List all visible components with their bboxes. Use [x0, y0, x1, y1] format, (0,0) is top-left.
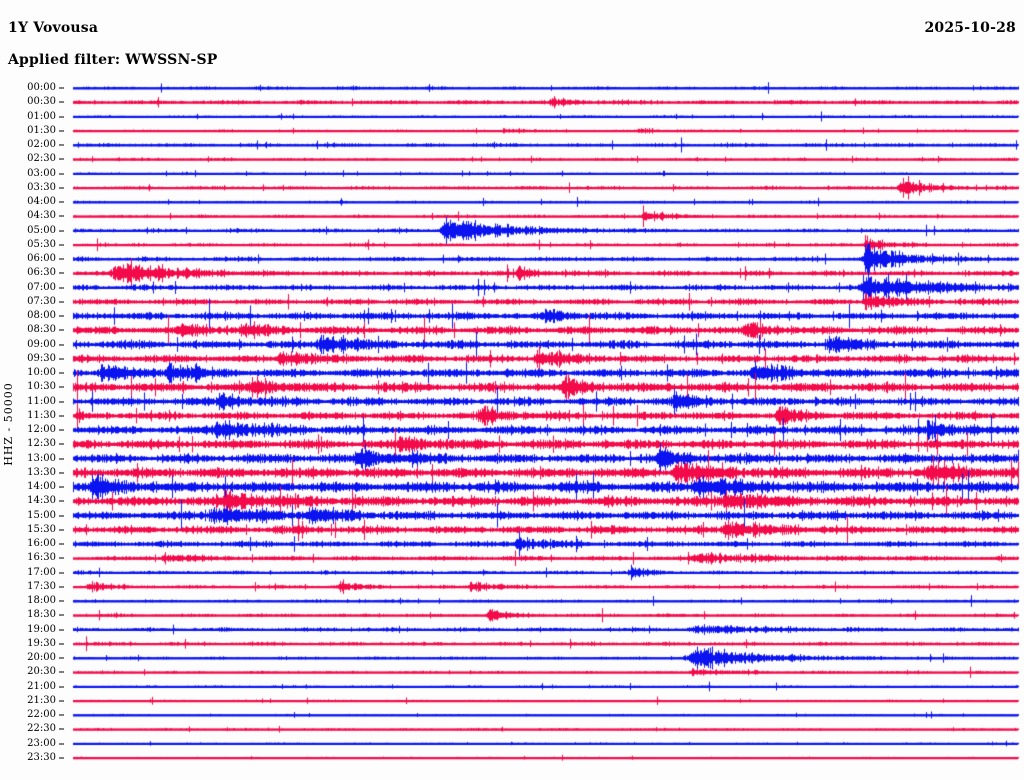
record-date: 2025-10-28 — [924, 20, 1016, 36]
applied-filter-label: Applied filter: WWSSN-SP — [8, 52, 218, 68]
page-title: 1Y Vovousa — [8, 20, 99, 36]
helicorder-plot: 00:0000:3001:0001:3002:0002:3003:0003:30… — [0, 78, 1024, 770]
seismogram-traces — [0, 78, 1024, 770]
